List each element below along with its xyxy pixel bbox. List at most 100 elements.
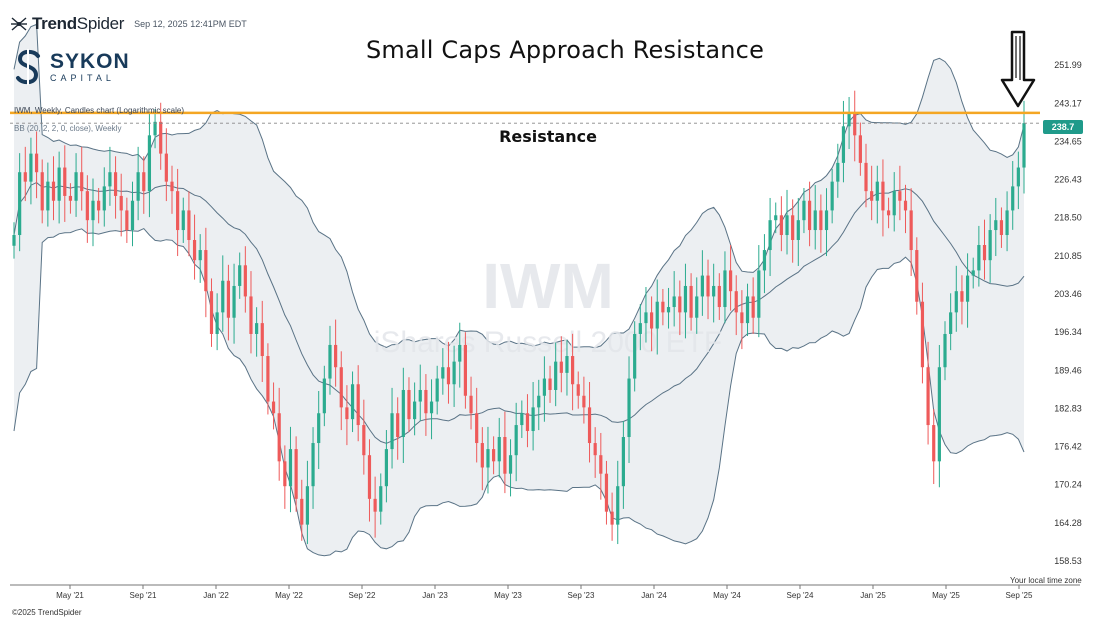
candle-body bbox=[136, 172, 140, 201]
candle-body bbox=[604, 473, 609, 512]
candle-body bbox=[830, 181, 834, 211]
candle-body bbox=[898, 191, 902, 201]
candle-body bbox=[836, 162, 840, 182]
candle-body bbox=[29, 153, 33, 182]
bollinger-legend: BB (20, 2, 2, 0, close), Weekly bbox=[14, 124, 122, 133]
candle-body bbox=[616, 486, 620, 525]
candle-body bbox=[429, 401, 434, 414]
candle-body bbox=[892, 191, 896, 216]
x-tick-label: May '22 bbox=[275, 591, 303, 600]
candle-body bbox=[712, 285, 716, 297]
sykon-s-logo-icon bbox=[16, 49, 40, 85]
sykon-subtitle: CAPITAL bbox=[50, 73, 115, 83]
candle-body bbox=[413, 401, 417, 420]
candle-body bbox=[734, 291, 738, 313]
candle-body bbox=[492, 449, 496, 462]
candle-body bbox=[565, 356, 569, 373]
candle-body bbox=[554, 361, 558, 390]
candle-body bbox=[858, 135, 862, 163]
candle-body bbox=[446, 367, 451, 385]
candle-body bbox=[960, 291, 964, 302]
down-arrow-annotation bbox=[1000, 30, 1036, 108]
candle-body bbox=[147, 135, 152, 192]
candle-body bbox=[943, 333, 947, 368]
candle-body bbox=[85, 191, 89, 221]
candle-body bbox=[915, 250, 919, 302]
candle-body bbox=[576, 384, 580, 396]
y-tick-label: 196.34 bbox=[1054, 327, 1082, 337]
x-tick-label: Jan '22 bbox=[203, 591, 229, 600]
candle-body bbox=[192, 239, 197, 261]
candle-body bbox=[255, 323, 259, 334]
candle-body bbox=[548, 378, 552, 390]
chart-title: Small Caps Approach Resistance bbox=[365, 36, 765, 64]
candle-body bbox=[520, 413, 524, 426]
candle-body bbox=[57, 167, 61, 201]
candle-body bbox=[34, 153, 39, 173]
candle-body bbox=[232, 285, 236, 318]
x-tick-label: Sep '23 bbox=[568, 591, 595, 600]
candle-body bbox=[841, 126, 846, 163]
candle-body bbox=[508, 455, 513, 474]
candle-body bbox=[649, 312, 654, 329]
y-axis-ticks: 251.99 243.17 234.65 226.43 218.50 210.85 203.… bbox=[1054, 60, 1082, 566]
candle-body bbox=[819, 210, 823, 231]
candle-body bbox=[407, 389, 411, 420]
x-tick-label: May '25 bbox=[932, 591, 960, 600]
candle-body bbox=[633, 333, 637, 379]
candle-body bbox=[661, 301, 665, 313]
candle-body bbox=[870, 191, 874, 201]
candle-body bbox=[932, 425, 936, 462]
candle-body bbox=[638, 323, 642, 334]
candle-body bbox=[215, 312, 219, 334]
x-tick-label: May '23 bbox=[494, 591, 522, 600]
candle-body bbox=[497, 437, 501, 462]
candle-body bbox=[655, 301, 659, 329]
symbol-description: IWM, Weekly, Candles chart (Logarithmic … bbox=[14, 106, 184, 115]
bollinger-middle-band bbox=[13, 182, 1025, 444]
candle-body bbox=[350, 384, 355, 420]
last-price-badge: 238.7 bbox=[1043, 120, 1083, 134]
candle-body bbox=[283, 461, 287, 487]
watermark-symbol: IWM bbox=[482, 250, 614, 322]
candle-body bbox=[881, 181, 885, 211]
candle-body bbox=[390, 413, 394, 450]
candle-body bbox=[469, 395, 473, 414]
candle-body bbox=[317, 413, 321, 444]
candle-body bbox=[886, 210, 891, 216]
candle-body bbox=[582, 395, 586, 408]
candle-body bbox=[689, 285, 693, 318]
candle-body bbox=[288, 449, 293, 487]
candle-body bbox=[779, 215, 783, 236]
candle-body bbox=[768, 220, 772, 251]
candle-body bbox=[672, 296, 676, 308]
candle-body bbox=[593, 443, 597, 456]
candle-body bbox=[683, 285, 688, 313]
candle-body bbox=[627, 378, 631, 438]
candle-body bbox=[339, 367, 343, 408]
candle-body bbox=[740, 312, 744, 324]
candle-body bbox=[875, 181, 879, 201]
candle-body bbox=[396, 413, 400, 438]
y-tick-label: 251.99 bbox=[1054, 60, 1082, 70]
candle-body bbox=[322, 378, 326, 414]
candle-body bbox=[238, 265, 242, 286]
candle-body bbox=[1011, 186, 1015, 211]
y-tick-label: 243.17 bbox=[1054, 98, 1082, 108]
candle-body bbox=[937, 367, 941, 462]
candle-body bbox=[12, 235, 16, 246]
candle-body bbox=[373, 498, 377, 512]
candle-body bbox=[91, 200, 95, 221]
candle-body bbox=[903, 200, 908, 211]
chart-watermark: IWM iShares Russell 2000 ETF bbox=[374, 250, 723, 359]
resistance-label: Resistance bbox=[499, 127, 597, 146]
candle-body bbox=[965, 275, 970, 302]
candle-body bbox=[802, 200, 806, 221]
candle-body bbox=[266, 356, 270, 402]
candle-body bbox=[198, 250, 202, 261]
candle-body bbox=[954, 291, 958, 313]
candle-body bbox=[458, 344, 462, 362]
candle-body bbox=[260, 323, 264, 357]
x-tick-label: Sep '22 bbox=[349, 591, 376, 600]
x-tick-label: Sep '24 bbox=[787, 591, 814, 600]
